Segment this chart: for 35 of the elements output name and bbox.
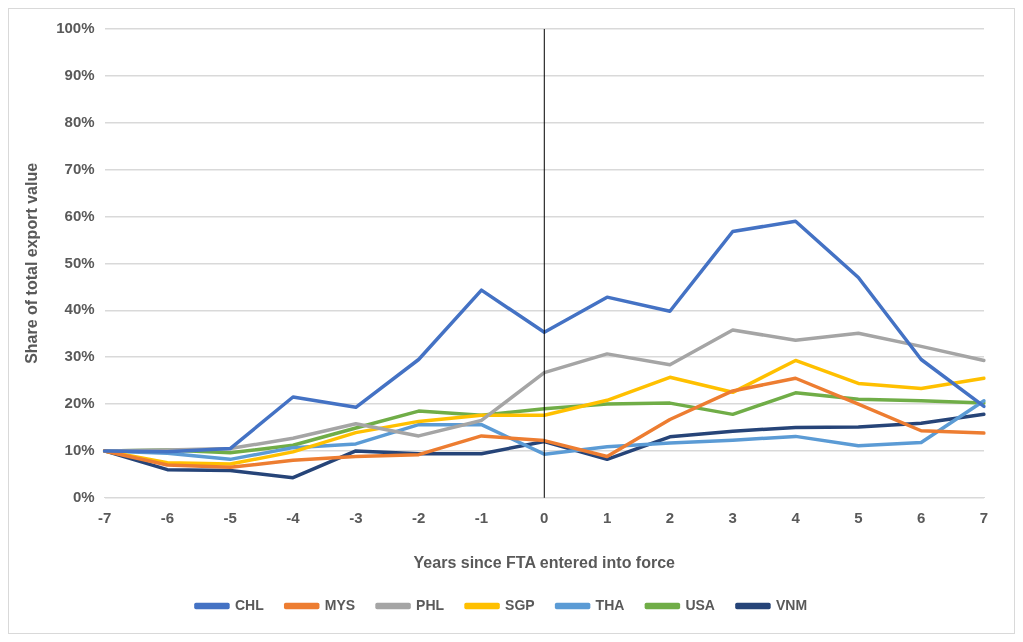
x-tick-label: -2 xyxy=(411,508,426,526)
y-tick-label: 20% xyxy=(64,394,95,412)
y-tick-label: 10% xyxy=(64,441,95,459)
legend-label: MYS xyxy=(324,596,356,613)
x-tick-label: -1 xyxy=(474,508,489,526)
y-tick-label: 100% xyxy=(56,19,95,37)
x-tick-label: -3 xyxy=(349,508,363,526)
x-tick-label: 1 xyxy=(602,508,612,526)
legend-label: USA xyxy=(685,596,715,613)
y-tick-label: 40% xyxy=(64,300,95,318)
legend-label: CHL xyxy=(234,596,265,613)
x-tick-label: 0 xyxy=(540,508,549,526)
y-tick-label: 80% xyxy=(64,112,95,130)
x-tick-label: 6 xyxy=(917,508,926,526)
x-axis-title: Years since FTA entered into force xyxy=(413,553,676,571)
y-tick-label: 30% xyxy=(64,347,95,365)
x-tick-label: 7 xyxy=(979,508,989,526)
y-tick-label: 0% xyxy=(72,487,95,505)
x-tick-label: -5 xyxy=(223,508,237,526)
legend-label: VNM xyxy=(775,596,808,613)
y-tick-label: 90% xyxy=(64,66,95,84)
y-tick-label: 50% xyxy=(64,253,95,271)
x-tick-label: -6 xyxy=(160,508,175,526)
y-axis-title: Share of total export value xyxy=(23,162,41,364)
x-tick-label: 3 xyxy=(728,508,737,526)
legend-label: THA xyxy=(595,596,625,613)
x-tick-label: 4 xyxy=(791,508,801,526)
x-tick-label: 2 xyxy=(665,508,675,526)
y-tick-label: 70% xyxy=(64,159,95,177)
x-tick-label: -7 xyxy=(97,508,112,526)
legend-label: SGP xyxy=(505,596,535,613)
y-tick-label: 60% xyxy=(64,206,95,224)
x-tick-label: -4 xyxy=(286,508,301,526)
x-tick-label: 5 xyxy=(854,508,863,526)
legend-label: PHL xyxy=(416,596,445,613)
